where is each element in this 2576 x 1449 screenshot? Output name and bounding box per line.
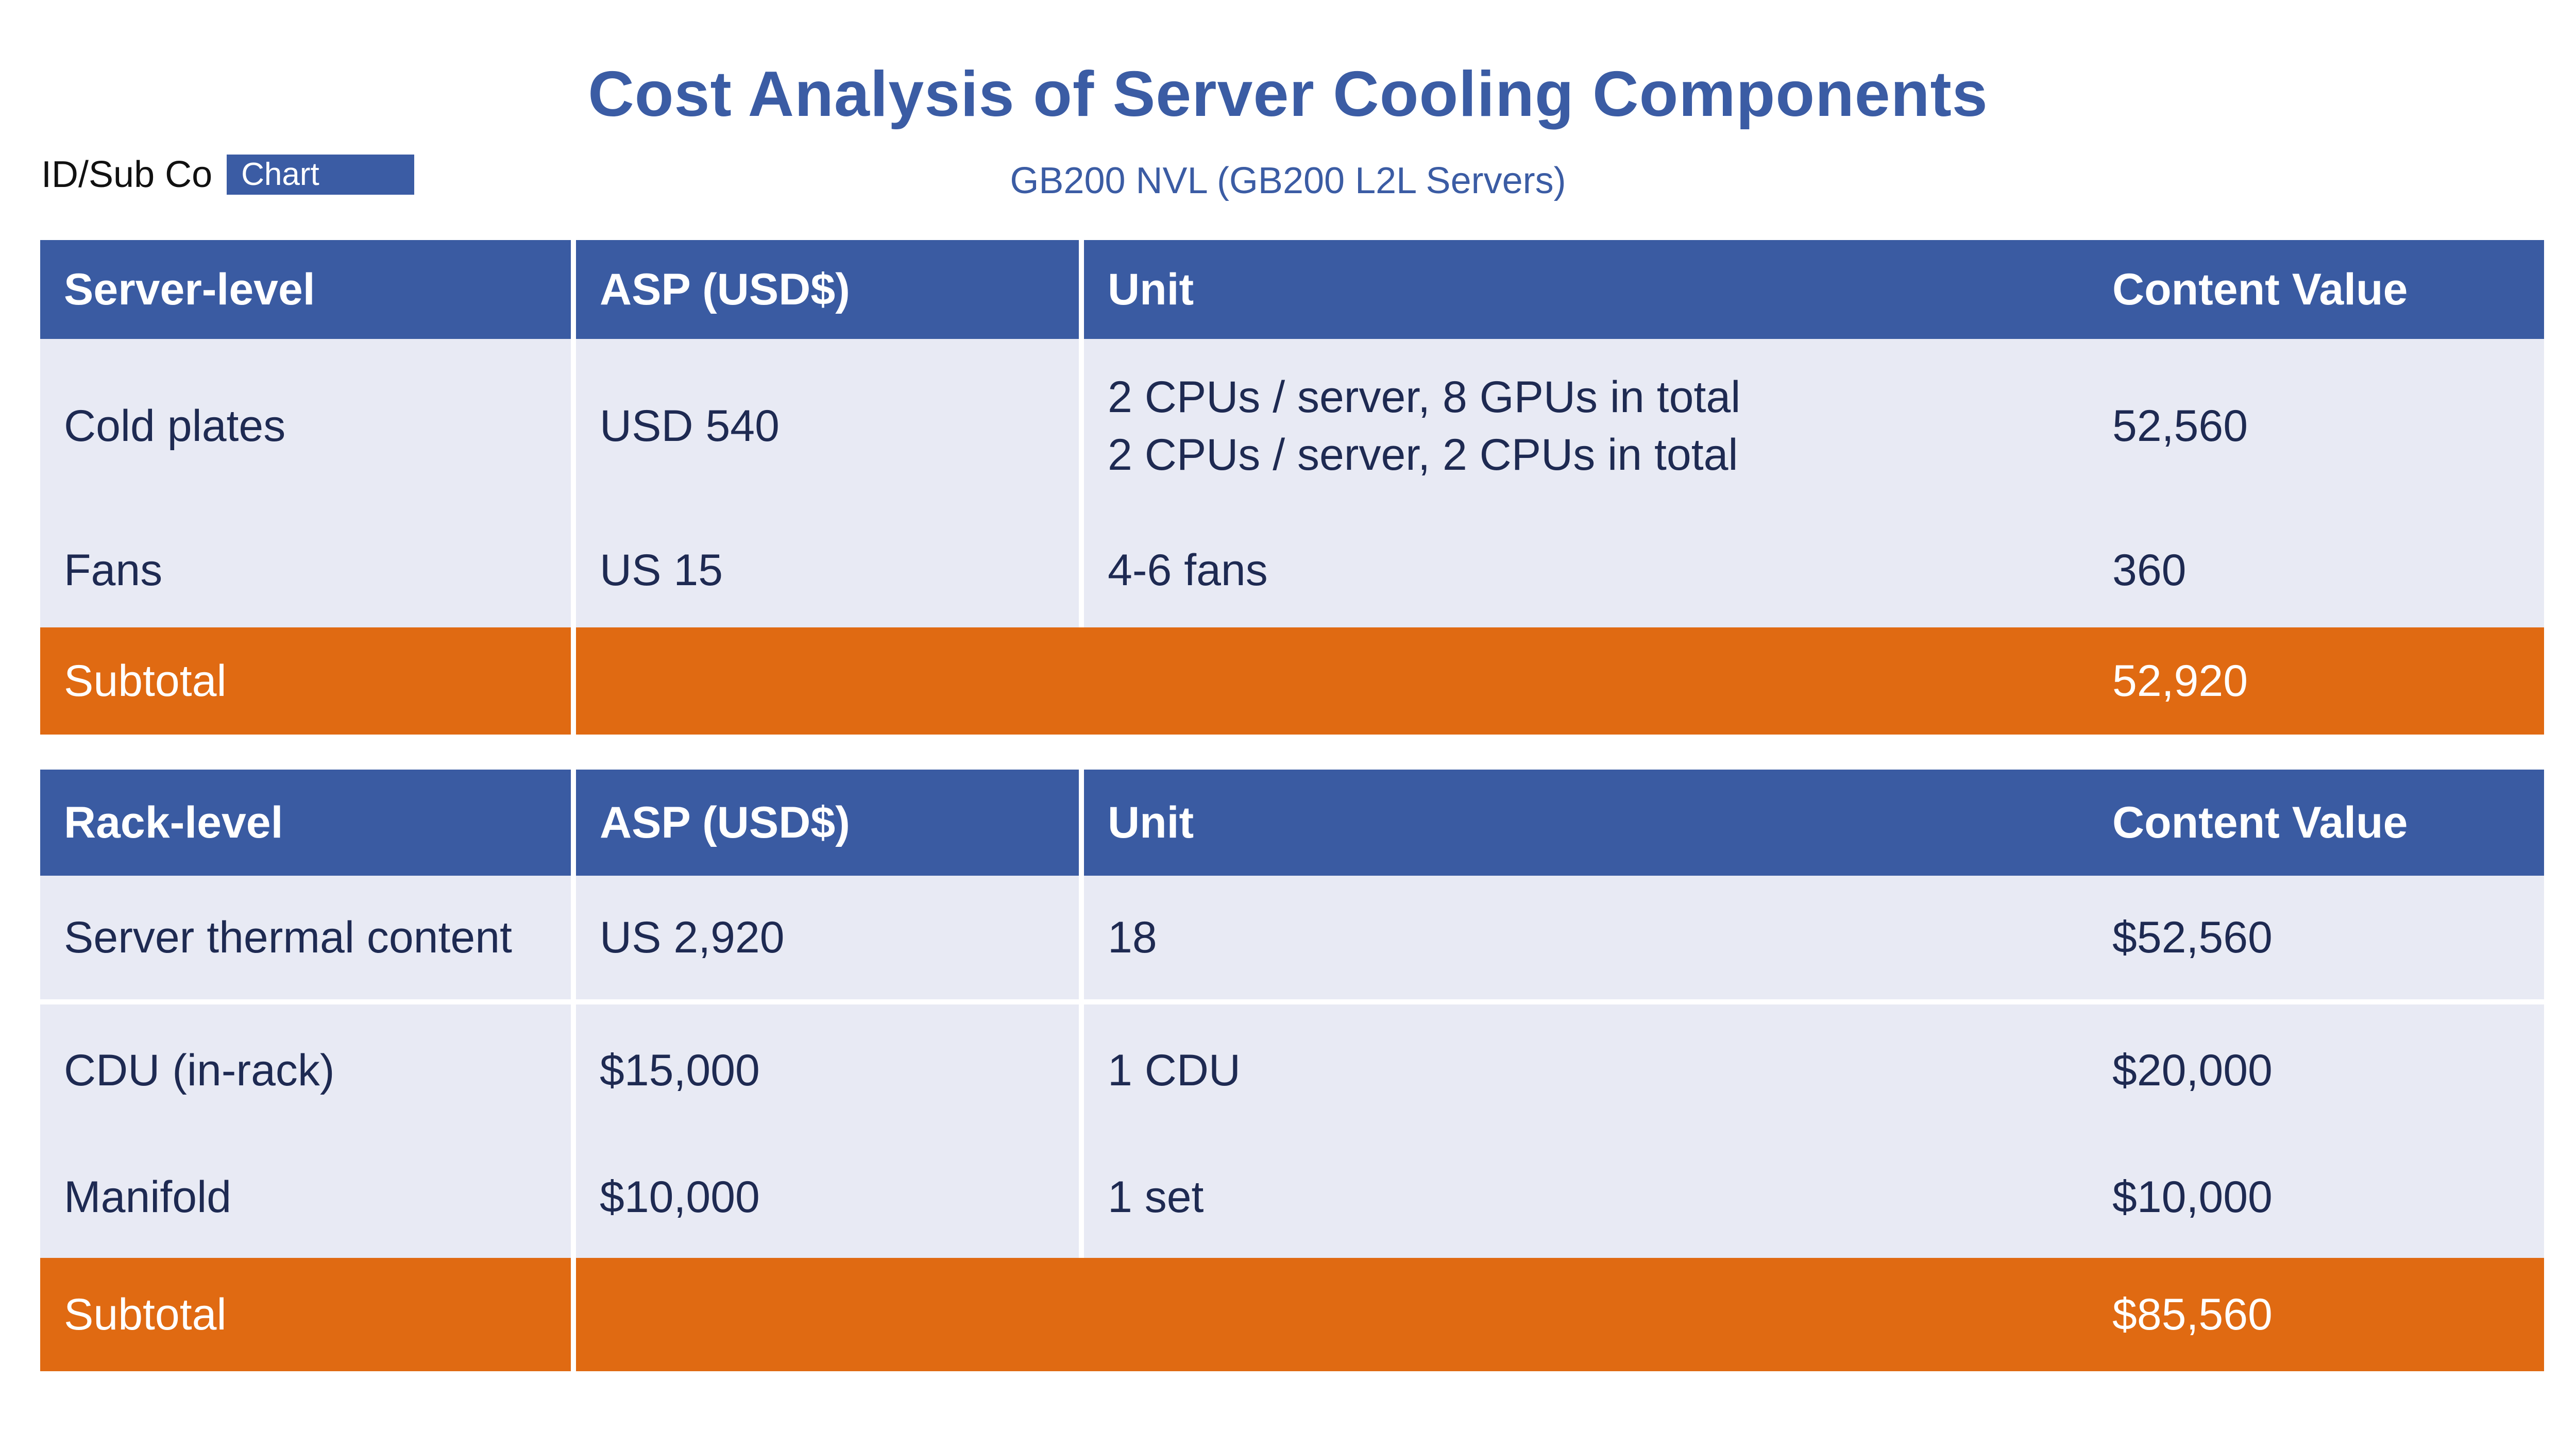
item-name: Manifold: [40, 1136, 576, 1258]
content-value: 360: [2089, 513, 2544, 627]
asp-value: US 2,920: [576, 876, 1084, 1004]
content-value: $52,560: [2089, 876, 2544, 1004]
unit-value: 4-6 fans: [1084, 513, 2089, 627]
rack-level-table: Rack-level ASP (USD$) Unit Content Value…: [40, 770, 2544, 1371]
asp-value: US 15: [576, 513, 1084, 627]
chart-id-badge[interactable]: Chart: [227, 155, 415, 195]
page-title: Cost Analysis of Server Cooling Componen…: [588, 59, 1988, 130]
subtotal-spacer: [576, 1258, 2089, 1371]
content-value-column-header: Content Value: [2089, 770, 2544, 876]
item-name: Cold plates: [40, 339, 576, 513]
unit-line: 2 CPUs / server, 8 GPUs in total: [1108, 372, 1741, 422]
content-value: 52,560: [2089, 339, 2544, 513]
table-row: Server thermal content US 2,920 18 $52,5…: [40, 876, 2544, 1004]
subtotal-value: $85,560: [2089, 1258, 2544, 1371]
unit-line: 2 CPUs / server, 2 CPUs in total: [1108, 430, 1738, 480]
server-table-header-row: Server-level ASP (USD$) Unit Content Val…: [40, 240, 2544, 339]
table-row: Manifold $10,000 1 set $10,000: [40, 1136, 2544, 1258]
unit-column-header: Unit: [1084, 240, 2089, 339]
asp-column-header: ASP (USD$): [576, 240, 1084, 339]
rack-table-header-row: Rack-level ASP (USD$) Unit Content Value: [40, 770, 2544, 876]
content-value: $10,000: [2089, 1136, 2544, 1258]
unit-value: 1 set: [1084, 1136, 2089, 1258]
server-level-header: Server-level: [40, 240, 576, 339]
rack-subtotal-row: Subtotal $85,560: [40, 1258, 2544, 1371]
unit-value: 2 CPUs / server, 8 GPUs in total 2 CPUs …: [1084, 339, 2089, 513]
subtotal-spacer: [576, 627, 2089, 735]
table-row: Cold plates USD 540 2 CPUs / server, 8 G…: [40, 339, 2544, 513]
subtotal-label: Subtotal: [40, 1258, 576, 1371]
item-name: Fans: [40, 513, 576, 627]
asp-value: $15,000: [576, 1004, 1084, 1136]
server-level-table: Server-level ASP (USD$) Unit Content Val…: [40, 240, 2544, 735]
rack-level-header: Rack-level: [40, 770, 576, 876]
item-name: Server thermal content: [40, 876, 576, 1004]
asp-value: USD 540: [576, 339, 1084, 513]
unit-column-header: Unit: [1084, 770, 2089, 876]
asp-column-header: ASP (USD$): [576, 770, 1084, 876]
subtotal-value: 52,920: [2089, 627, 2544, 735]
chart-id-tag: ID/Sub Co Chart: [41, 154, 415, 196]
content-value: $20,000: [2089, 1004, 2544, 1136]
page-subtitle: GB200 NVL (GB200 L2L Servers): [1010, 160, 1566, 201]
item-name: CDU (in-rack): [40, 1004, 576, 1136]
content-value-column-header: Content Value: [2089, 240, 2544, 339]
table-row: Fans US 15 4-6 fans 360: [40, 513, 2544, 627]
asp-value: $10,000: [576, 1136, 1084, 1258]
subtotal-label: Subtotal: [40, 627, 576, 735]
table-row: CDU (in-rack) $15,000 1 CDU $20,000: [40, 1004, 2544, 1136]
server-subtotal-row: Subtotal 52,920: [40, 627, 2544, 735]
unit-value: 1 CDU: [1084, 1004, 2089, 1136]
chart-id-label: ID/Sub Co: [41, 154, 213, 195]
unit-value: 18: [1084, 876, 2089, 1004]
